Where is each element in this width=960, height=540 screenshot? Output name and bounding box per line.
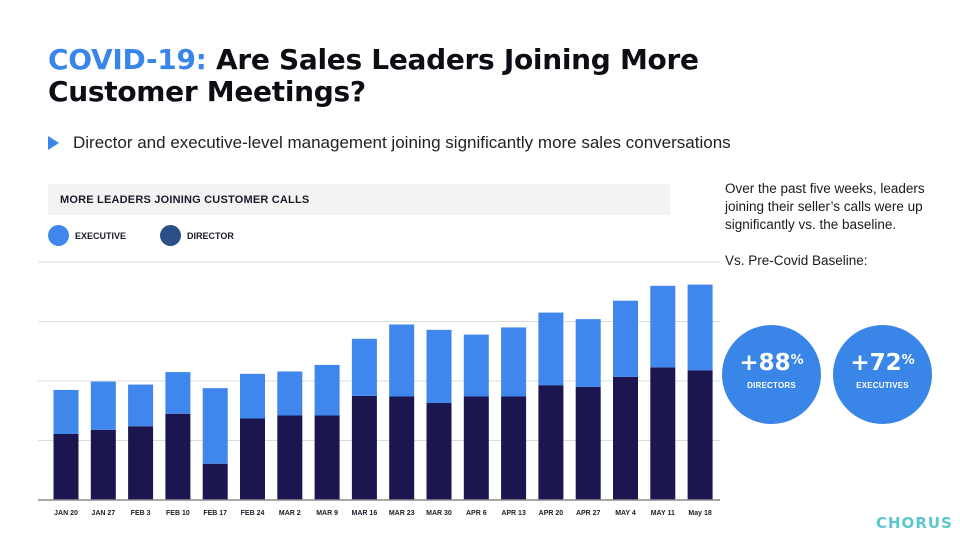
- chorus-logo: CHORUS: [876, 514, 953, 532]
- bar-executive: [389, 324, 415, 397]
- bar-director: [165, 413, 191, 500]
- legend-executive-label: EXECUTIVE: [75, 230, 127, 241]
- x-tick-label: MAR 23: [389, 510, 415, 517]
- bar-executive: [53, 389, 79, 434]
- title-accent: COVID-19:: [48, 43, 207, 76]
- stat-value: +72%: [850, 350, 915, 376]
- x-tick-label: JAN 27: [91, 510, 115, 517]
- bar-director: [687, 370, 713, 500]
- bar-executive: [240, 373, 265, 419]
- bar-executive: [90, 381, 116, 430]
- bar-executive: [202, 388, 228, 464]
- bar-director: [240, 418, 265, 500]
- bar-director: [351, 395, 377, 500]
- x-tick-label: APR 13: [501, 510, 526, 517]
- bar-executive: [538, 312, 564, 386]
- side-text: Over the past five weeks, leaders joinin…: [725, 180, 945, 270]
- bar-director: [650, 367, 676, 500]
- side-paragraph-2: Vs. Pre-Covid Baseline:: [725, 253, 868, 268]
- bar-executive: [165, 372, 191, 414]
- bar-executive: [314, 364, 340, 416]
- bar-director: [613, 376, 638, 500]
- bullet-row: Director and executive-level management …: [48, 133, 731, 153]
- legend-director-label: DIRECTOR: [187, 230, 234, 241]
- x-tick-label: APR 20: [539, 510, 564, 517]
- legend-executive-swatch: [48, 225, 69, 246]
- bar-executive: [575, 319, 601, 387]
- chart-header: MORE LEADERS JOINING CUSTOMER CALLS: [48, 184, 670, 215]
- bar-director: [314, 415, 340, 500]
- bar-director: [463, 396, 489, 500]
- bar-executive: [613, 300, 638, 377]
- bar-executive: [687, 284, 713, 371]
- x-tick-label: May 18: [688, 510, 711, 517]
- x-tick-label: FEB 24: [241, 510, 265, 517]
- chart-header-label: MORE LEADERS JOINING CUSTOMER CALLS: [60, 193, 310, 206]
- side-paragraph-1: Over the past five weeks, leaders joinin…: [725, 181, 925, 232]
- bar-executive: [351, 338, 377, 396]
- legend-director: DIRECTOR: [160, 225, 234, 246]
- bar-director: [202, 463, 228, 500]
- play-arrow-icon: [48, 136, 59, 150]
- bullet-text: Director and executive-level management …: [73, 133, 731, 152]
- title-rest: Are Sales Leaders Joining More Customer …: [48, 43, 699, 108]
- page-title: COVID-19: Are Sales Leaders Joining More…: [48, 44, 748, 108]
- legend-director-swatch: [160, 225, 181, 246]
- bar-executive: [650, 285, 676, 368]
- bar-director: [389, 396, 415, 500]
- bar-executive: [463, 334, 489, 397]
- x-tick-label: FEB 17: [203, 510, 227, 517]
- stat-value: +88%: [739, 350, 804, 376]
- bar-executive: [128, 384, 154, 427]
- x-tick-label: FEB 3: [131, 510, 151, 517]
- x-tick-label: MAR 9: [316, 510, 338, 517]
- bar-director: [426, 403, 452, 500]
- bar-executive: [501, 327, 527, 397]
- x-tick-label: MAY 4: [615, 510, 636, 517]
- x-tick-label: MAR 16: [352, 510, 378, 517]
- bar-director: [277, 415, 303, 500]
- x-tick-label: MAR 30: [426, 510, 452, 517]
- x-tick-label: FEB 10: [166, 510, 190, 517]
- stat-circle-executives: +72% EXECUTIVES: [833, 325, 932, 424]
- x-tick-label: MAY 11: [651, 510, 675, 517]
- bar-director: [53, 433, 79, 500]
- stat-label: EXECUTIVES: [856, 381, 909, 390]
- stat-circle-directors: +88% DIRECTORS: [722, 325, 821, 424]
- bar-director: [128, 426, 154, 500]
- bar-executive: [426, 329, 452, 404]
- x-tick-label: APR 27: [576, 510, 601, 517]
- x-tick-label: JAN 20: [54, 510, 78, 517]
- bar-director: [538, 385, 564, 500]
- x-tick-label: APR 6: [466, 510, 487, 517]
- bar-director: [90, 429, 116, 500]
- bar-director: [501, 396, 527, 500]
- x-tick-label: MAR 2: [279, 510, 301, 517]
- legend-executive: EXECUTIVE: [48, 225, 126, 246]
- stat-label: DIRECTORS: [747, 381, 796, 390]
- bar-director: [575, 386, 601, 500]
- bar-executive: [277, 371, 303, 416]
